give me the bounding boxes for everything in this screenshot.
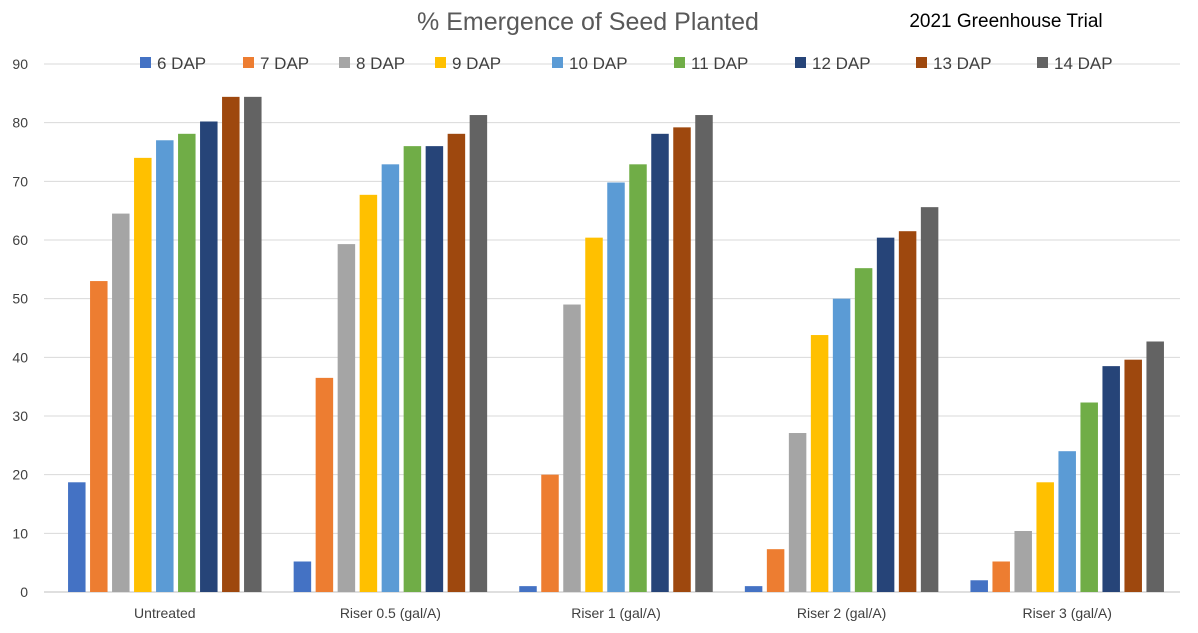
bar	[832, 298, 851, 592]
legend-swatch	[1037, 57, 1048, 68]
legend-label: 10 DAP	[569, 54, 628, 73]
chart-title: % Emergence of Seed Planted	[417, 8, 759, 36]
bar	[1058, 451, 1076, 592]
bar	[156, 140, 174, 592]
legend-label: 8 DAP	[356, 54, 405, 73]
legend-label: 12 DAP	[812, 54, 871, 73]
bar	[607, 182, 625, 593]
bar	[90, 281, 108, 592]
legend-label: 9 DAP	[452, 54, 501, 73]
x-category-label: Untreated	[134, 605, 195, 621]
bar	[541, 474, 559, 592]
bar	[766, 549, 785, 592]
legend-label: 6 DAP	[157, 54, 206, 73]
y-tick-label: 40	[12, 349, 28, 365]
bar	[854, 268, 873, 592]
bar	[629, 164, 647, 592]
x-axis-categories: Untreated Riser 0.5 (gal/A) Riser 1 (gal/A…	[134, 605, 1112, 621]
bar	[315, 377, 334, 592]
legend-swatch	[916, 57, 927, 68]
bar	[200, 121, 218, 592]
bar	[876, 237, 895, 593]
legend-label: 14 DAP	[1054, 54, 1113, 73]
bar	[563, 304, 581, 592]
bar	[673, 127, 691, 593]
x-category-label: Riser 1 (gal/A)	[571, 605, 660, 621]
chart-subtitle: 2021 Greenhouse Trial	[909, 11, 1102, 32]
bar	[744, 586, 763, 592]
legend-swatch	[552, 57, 563, 68]
bar	[68, 482, 86, 592]
bar	[1102, 366, 1120, 592]
x-category-label: Riser 2 (gal/A)	[797, 605, 886, 621]
bar	[651, 133, 669, 592]
y-tick-label: 70	[12, 173, 28, 189]
legend-swatch	[674, 57, 685, 68]
bar	[244, 96, 262, 592]
bar	[359, 194, 378, 592]
y-tick-label: 30	[12, 408, 28, 424]
y-tick-label: 80	[12, 115, 28, 131]
x-category-label: Riser 0.5 (gal/A)	[340, 605, 441, 621]
bar	[425, 146, 444, 592]
bar	[695, 115, 713, 592]
bar	[970, 580, 988, 592]
legend-swatch	[243, 57, 254, 68]
y-axis-ticks: 0 10 20 30 40 50 60 70 80 90	[12, 56, 28, 600]
legend-label: 7 DAP	[260, 54, 309, 73]
bar	[788, 433, 807, 592]
y-tick-label: 0	[20, 584, 28, 600]
bar	[134, 157, 152, 592]
bar	[920, 207, 939, 592]
y-tick-label: 20	[12, 467, 28, 483]
bars	[68, 96, 1164, 593]
bar	[810, 335, 829, 592]
bar	[1080, 402, 1098, 592]
bar	[1146, 341, 1164, 592]
legend: 6 DAP 7 DAP 8 DAP 9 DAP 10 DAP 11 DAP 12 DAP 13…	[140, 54, 1113, 73]
bar	[898, 231, 917, 592]
legend-swatch	[339, 57, 350, 68]
legend-swatch	[795, 57, 806, 68]
y-tick-label: 60	[12, 232, 28, 248]
bar	[469, 115, 488, 592]
bar	[1124, 359, 1142, 592]
bar	[112, 213, 130, 592]
bar	[293, 561, 312, 592]
bar	[447, 133, 466, 592]
x-category-label: Riser 3 (gal/A)	[1022, 605, 1111, 621]
bar	[519, 586, 537, 592]
y-tick-label: 50	[12, 291, 28, 307]
bar	[992, 561, 1010, 592]
bar	[1014, 530, 1032, 592]
bar	[1036, 482, 1054, 592]
legend-label: 11 DAP	[691, 54, 748, 73]
bar	[337, 244, 356, 592]
legend-swatch	[140, 57, 151, 68]
bar	[381, 164, 400, 592]
legend-label: 13 DAP	[933, 54, 992, 73]
bar	[178, 133, 196, 592]
legend-swatch	[435, 57, 446, 68]
y-tick-label: 90	[12, 56, 28, 72]
bar	[222, 96, 240, 592]
bar	[403, 146, 422, 592]
y-tick-label: 10	[12, 525, 28, 541]
bar	[585, 237, 603, 593]
